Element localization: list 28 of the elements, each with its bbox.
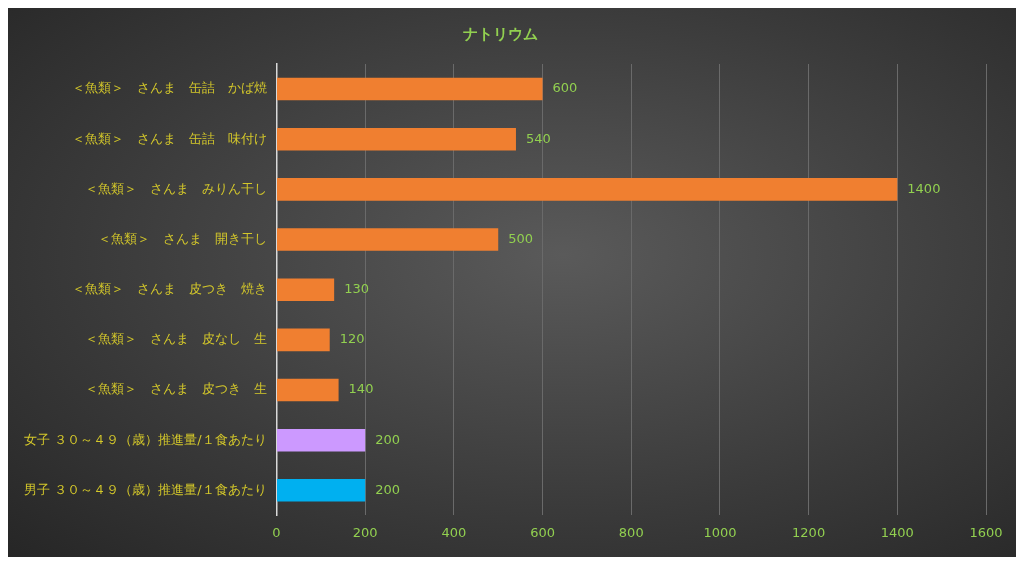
chart-title: ナトリウム [462,24,538,43]
y-tick-label: 男子 ３０～４９（歳）推進量/１食あたり [24,481,267,497]
x-tick-label: 600 [530,524,555,540]
data-label: 130 [344,281,369,297]
y-tick-label: ＜魚類＞ さんま 缶詰 かば焼 [71,80,267,96]
y-tick-label: ＜魚類＞ さんま 皮つき 生 [84,381,267,397]
y-tick-label: 女子 ３０～４９（歳）推進量/１食あたり [24,431,267,447]
x-tick-label: 800 [618,524,644,540]
y-tick-label: ＜魚類＞ さんま みりん干し [84,180,267,196]
y-tick-label: ＜魚類＞ さんま 皮なし 生 [84,331,267,347]
x-tick-label: 1400 [880,524,914,540]
data-label: 200 [375,481,401,497]
data-label: 120 [339,331,365,347]
data-label: 600 [552,80,578,96]
x-tick-label: 200 [352,524,378,540]
x-tick-label: 1600 [969,524,1003,540]
data-label: 1400 [907,180,941,196]
x-tick-label: 1200 [792,524,826,540]
y-tick-label: ＜魚類＞ さんま 缶詰 味付け [71,130,267,146]
data-label: 140 [348,381,374,397]
y-tick-label: ＜魚類＞ さんま 皮つき 焼き [71,281,267,297]
x-tick-label: 1000 [703,524,737,540]
data-label: 500 [508,230,534,246]
data-label: 200 [375,431,401,447]
y-tick-label: ＜魚類＞ さんま 開き干し [97,230,267,246]
data-label: 540 [525,130,551,146]
x-tick-label: 0 [272,524,281,540]
x-tick-label: 400 [441,524,467,540]
